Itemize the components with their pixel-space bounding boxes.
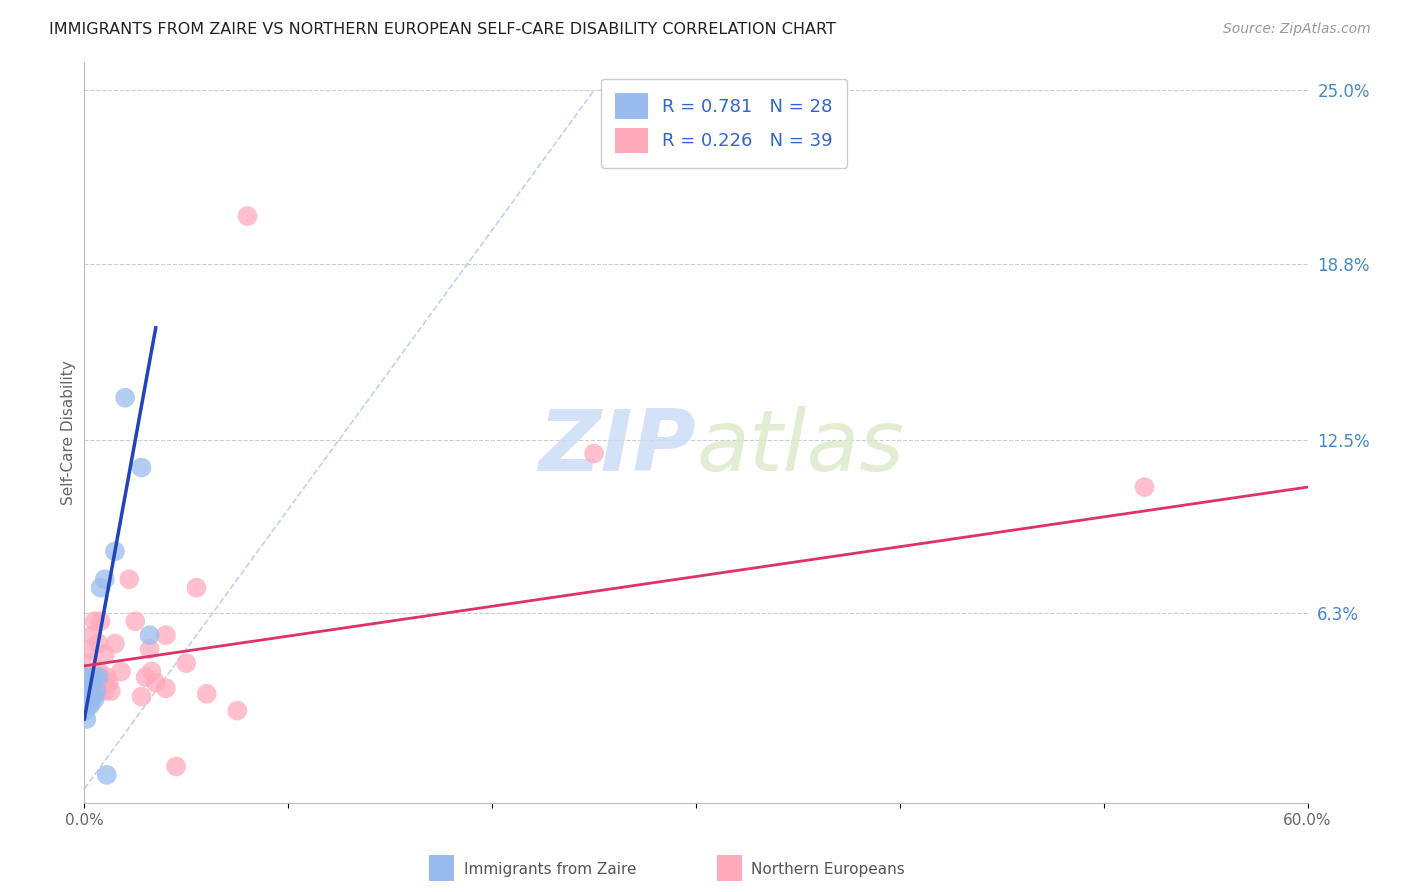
- Point: [583, 446, 606, 460]
- Point: [79, 656, 101, 670]
- Text: ZIP: ZIP: [538, 406, 696, 489]
- Text: atlas: atlas: [696, 406, 904, 489]
- Point: [90, 670, 112, 684]
- Point: [104, 636, 127, 650]
- Point: [76, 670, 98, 684]
- Point: [83, 670, 105, 684]
- Point: [75, 704, 97, 718]
- Point: [138, 628, 160, 642]
- Point: [96, 768, 118, 782]
- Point: [87, 636, 110, 650]
- Point: [75, 698, 97, 712]
- Y-axis label: Self-Care Disability: Self-Care Disability: [60, 360, 76, 505]
- Point: [83, 614, 105, 628]
- Point: [145, 675, 167, 690]
- Point: [87, 665, 110, 679]
- Point: [155, 681, 177, 696]
- Point: [155, 628, 177, 642]
- Point: [83, 692, 105, 706]
- Point: [82, 675, 104, 690]
- Point: [90, 614, 112, 628]
- Point: [186, 581, 208, 595]
- Point: [82, 690, 104, 704]
- Point: [97, 675, 120, 690]
- Point: [86, 684, 108, 698]
- Point: [77, 692, 100, 706]
- Point: [77, 642, 100, 657]
- Point: [104, 544, 127, 558]
- Point: [79, 698, 101, 712]
- Point: [77, 684, 100, 698]
- Point: [93, 572, 117, 586]
- Point: [86, 675, 108, 690]
- Point: [76, 690, 98, 704]
- Point: [91, 675, 114, 690]
- Point: [77, 684, 100, 698]
- Point: [93, 648, 117, 662]
- Point: [83, 670, 105, 684]
- Point: [226, 704, 249, 718]
- Point: [135, 670, 157, 684]
- Point: [79, 670, 101, 684]
- Point: [195, 687, 218, 701]
- Text: Source: ZipAtlas.com: Source: ZipAtlas.com: [1223, 22, 1371, 37]
- Point: [138, 642, 160, 657]
- Point: [93, 684, 117, 698]
- Legend: R = 0.781   N = 28, R = 0.226   N = 39: R = 0.781 N = 28, R = 0.226 N = 39: [600, 78, 848, 168]
- Point: [118, 572, 141, 586]
- Point: [79, 675, 101, 690]
- Point: [114, 391, 136, 405]
- Point: [141, 665, 163, 679]
- Point: [124, 614, 146, 628]
- Point: [165, 759, 187, 773]
- Point: [87, 670, 110, 684]
- Point: [236, 209, 259, 223]
- Point: [1133, 480, 1156, 494]
- Point: [176, 656, 198, 670]
- Point: [75, 684, 97, 698]
- Point: [75, 712, 97, 726]
- Point: [110, 665, 132, 679]
- Point: [77, 698, 100, 712]
- Point: [76, 675, 98, 690]
- Point: [82, 675, 104, 690]
- Point: [75, 670, 97, 684]
- Text: Northern Europeans: Northern Europeans: [751, 863, 904, 877]
- Point: [82, 628, 104, 642]
- Point: [131, 690, 153, 704]
- Text: IMMIGRANTS FROM ZAIRE VS NORTHERN EUROPEAN SELF-CARE DISABILITY CORRELATION CHAR: IMMIGRANTS FROM ZAIRE VS NORTHERN EUROPE…: [49, 22, 837, 37]
- Point: [77, 675, 100, 690]
- Point: [79, 690, 101, 704]
- Point: [131, 460, 153, 475]
- Point: [96, 670, 118, 684]
- Text: Immigrants from Zaire: Immigrants from Zaire: [464, 863, 637, 877]
- Point: [90, 581, 112, 595]
- Point: [100, 684, 122, 698]
- Point: [75, 692, 97, 706]
